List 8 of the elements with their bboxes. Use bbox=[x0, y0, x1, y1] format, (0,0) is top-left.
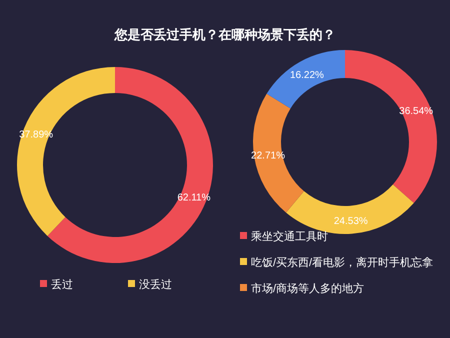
legend-label: 丢过 bbox=[51, 278, 73, 291]
legend-label: 没丢过 bbox=[139, 278, 172, 291]
legend-label: 吃饭/买东西/看电影，离开时手机忘拿 bbox=[251, 256, 434, 269]
legend-label: 市场/商场等人多的地方 bbox=[251, 282, 364, 295]
legend-label: 乘坐交通工具时 bbox=[251, 230, 328, 243]
chart-title: 您是否丢过手机？在哪种场景下丢的？ bbox=[114, 27, 336, 42]
data-label: 24.53% bbox=[334, 216, 368, 227]
data-label: 16.22% bbox=[290, 70, 324, 81]
